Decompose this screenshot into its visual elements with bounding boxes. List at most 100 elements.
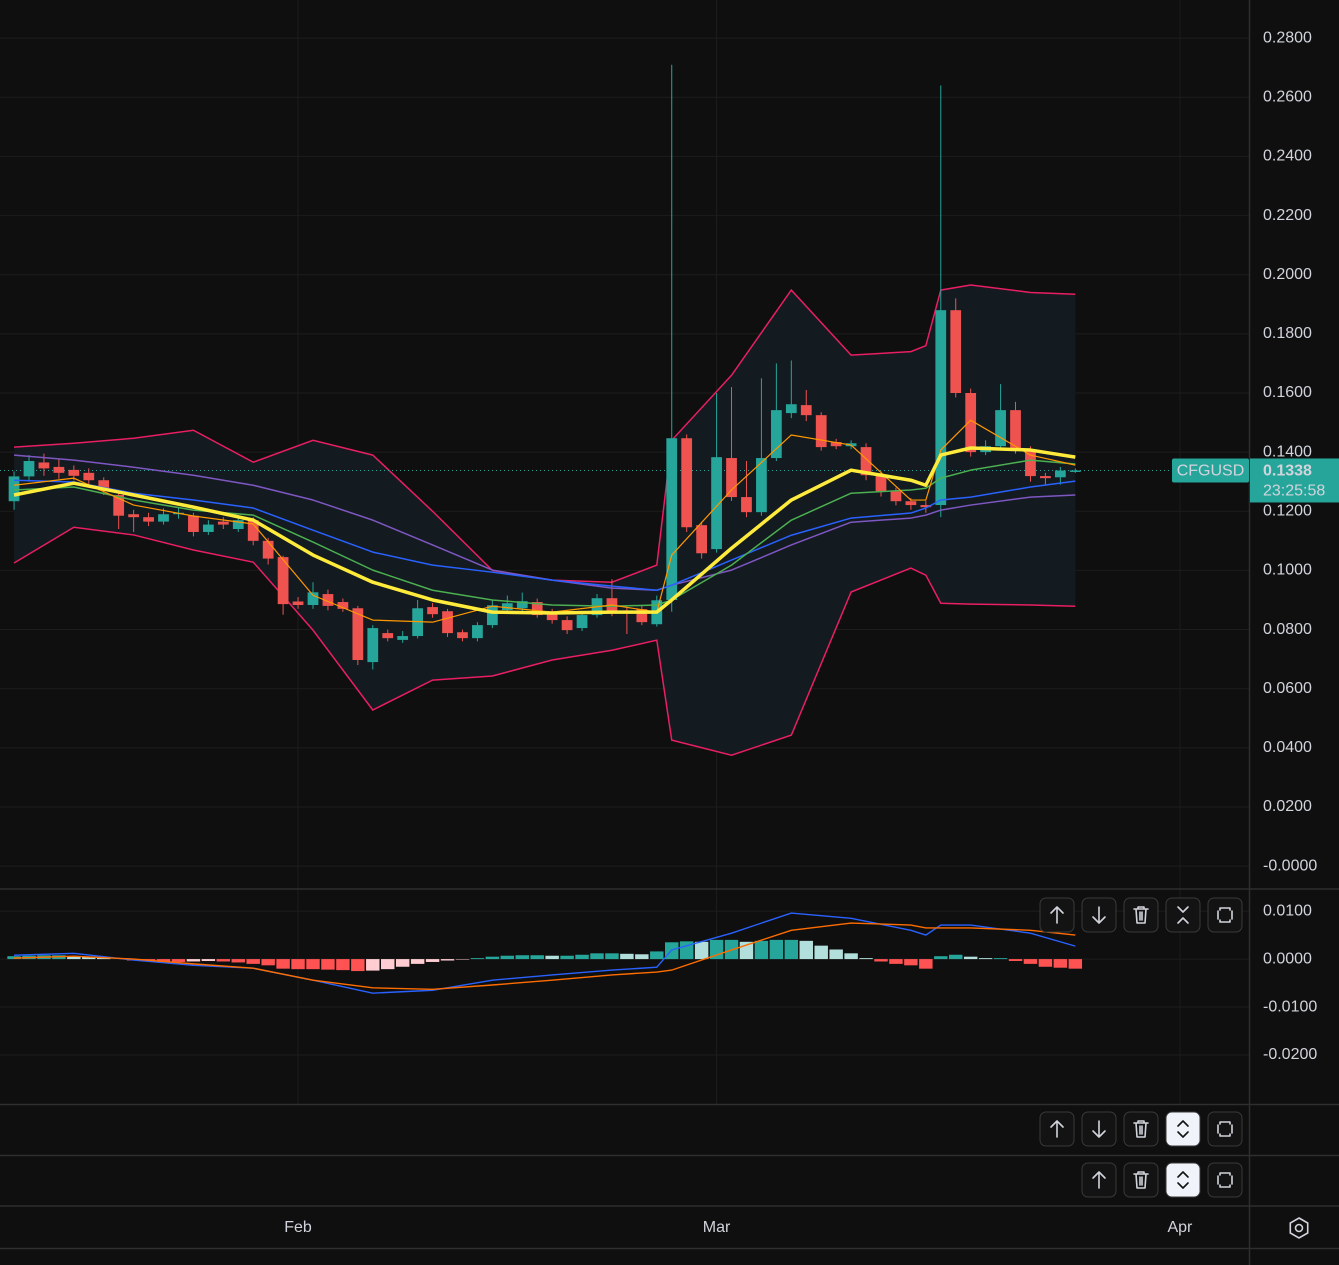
y-tick-label: 0.2600 (1263, 89, 1312, 106)
histogram-bar (381, 959, 395, 970)
histogram-bar (156, 959, 171, 962)
candle-body (516, 601, 528, 609)
collapse-button[interactable] (1165, 897, 1201, 933)
candle-body (726, 458, 737, 498)
candle-body (1040, 476, 1051, 479)
candle-body (696, 525, 708, 554)
candle-body (770, 410, 782, 459)
candle-body (472, 625, 483, 639)
histogram-bar (635, 954, 649, 960)
candle-body (681, 438, 693, 528)
candle-body (531, 602, 543, 616)
histogram-bar (97, 957, 111, 960)
histogram-bar (515, 955, 529, 960)
delete-button[interactable] (1123, 1162, 1159, 1198)
move-down-button[interactable] (1081, 897, 1117, 933)
histogram-bar (694, 941, 709, 960)
band-line (13, 526, 1076, 757)
candle-body (232, 520, 244, 530)
maximize-button[interactable] (1207, 897, 1243, 933)
delete-button[interactable] (1123, 1111, 1159, 1147)
histogram-bar (1008, 959, 1023, 961)
histogram-bar (919, 959, 933, 969)
price-pane (0, 64, 1249, 757)
candle-body (1054, 470, 1066, 478)
candle-body (262, 540, 274, 559)
histogram-bar (410, 959, 425, 964)
macd-pane-toolbar (1039, 897, 1243, 933)
histogram-bar (1068, 959, 1083, 969)
maximize-button[interactable] (1207, 1162, 1243, 1198)
pane-2-toolbar (1039, 1111, 1243, 1147)
settings-icon (1289, 1217, 1309, 1239)
candle-body (247, 520, 259, 541)
move-up-button[interactable] (1039, 1111, 1075, 1147)
candle-body (860, 447, 872, 476)
y-tick-label: 0.0000 (1263, 950, 1312, 967)
histogram-bar (530, 955, 544, 960)
symbol-label-bg (1172, 458, 1249, 483)
candle-body (800, 405, 812, 416)
candle-body (666, 438, 678, 600)
y-tick-label: 0.0200 (1263, 798, 1312, 815)
candle-body (277, 557, 289, 605)
histogram-bar (934, 956, 948, 960)
maximize-button[interactable] (1207, 1111, 1243, 1147)
histogram-bar (246, 959, 260, 964)
histogram-bar (575, 954, 589, 960)
macd-line (14, 912, 1076, 994)
candle-body (890, 491, 902, 502)
histogram-bar (366, 959, 380, 971)
candle-body (38, 462, 50, 469)
candle-body (397, 636, 409, 640)
candle-body (561, 620, 573, 631)
histogram-bar (500, 955, 515, 960)
band-fill (14, 285, 1076, 756)
candle-body (636, 609, 648, 623)
move-up-button[interactable] (1081, 1162, 1117, 1198)
y-tick-label: 0.0800 (1263, 621, 1312, 638)
histogram-bar (276, 959, 290, 969)
y-tick-label: 0.0600 (1263, 680, 1312, 697)
histogram-bar (186, 959, 201, 962)
histogram-bar (829, 949, 843, 960)
candle-body (711, 457, 722, 550)
histogram-bar (650, 951, 664, 960)
y-tick-label: 0.1200 (1263, 502, 1312, 519)
macd-line (14, 922, 1076, 991)
y-tick-label: 0.1800 (1263, 325, 1312, 342)
y-tick-label: 0.2400 (1263, 148, 1312, 165)
histogram-bar (231, 959, 245, 963)
histogram-bar (1053, 959, 1068, 968)
histogram-bar (993, 958, 1008, 960)
y-tick-label: 0.2200 (1263, 207, 1312, 224)
candle-body (905, 501, 917, 506)
candle-body (217, 521, 229, 525)
settings-button[interactable] (1289, 1217, 1309, 1239)
candle-body (965, 392, 977, 453)
delete-button[interactable] (1123, 897, 1159, 933)
histogram-bar (82, 956, 96, 960)
histogram-bar (799, 940, 813, 960)
histogram-bar (306, 959, 320, 970)
move-down-button[interactable] (1081, 1111, 1117, 1147)
histogram-bar (201, 959, 216, 961)
y-tick-label: 0.2000 (1263, 266, 1312, 283)
candle-body (995, 410, 1006, 447)
histogram-bar (590, 953, 604, 960)
histogram-bar (440, 959, 455, 961)
x-tick-label: Feb (284, 1219, 312, 1236)
expand-button[interactable] (1165, 1111, 1201, 1147)
move-up-button[interactable] (1039, 897, 1075, 933)
candle-body (1025, 450, 1036, 477)
histogram-bar (395, 959, 410, 967)
candle-body (830, 442, 842, 447)
candle-body (367, 628, 379, 663)
expand-button[interactable] (1165, 1162, 1201, 1198)
candle-body (501, 603, 513, 611)
histogram-bar (351, 959, 365, 972)
price-label-bg (1250, 458, 1339, 503)
